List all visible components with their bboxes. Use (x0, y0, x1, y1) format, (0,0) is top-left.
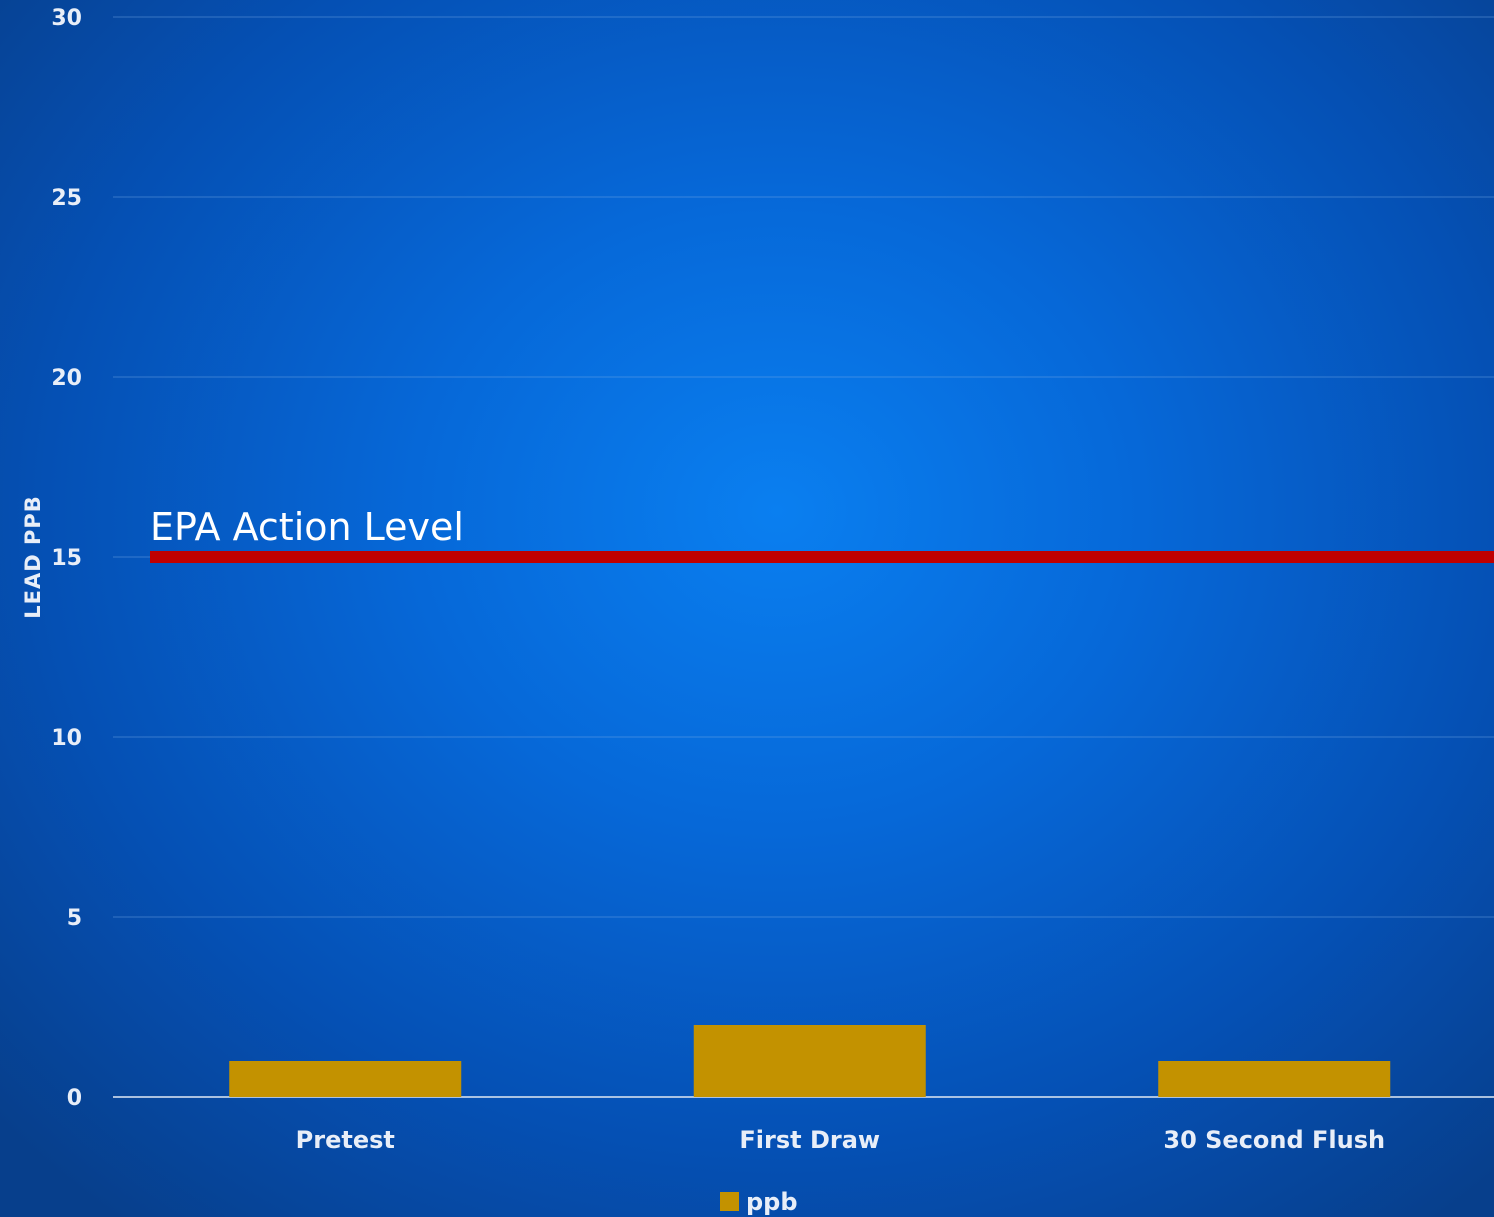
bar-series (229, 1025, 1391, 1097)
bar-pretest (229, 1061, 462, 1097)
gridlines (113, 16, 1494, 918)
y-tick-label: 0 (67, 1086, 82, 1111)
y-axis-title: LEAD PPB (21, 495, 45, 619)
epa-action-level-label: EPA Action Level (150, 505, 464, 549)
x-category-label: Pretest (296, 1126, 395, 1154)
x-category-label: 30 Second Flush (1163, 1126, 1385, 1154)
bar-30-second-flush (1158, 1061, 1391, 1097)
y-tick-label: 20 (51, 366, 82, 391)
reference-line-group: EPA Action Level (150, 505, 1494, 563)
bar-first-draw (693, 1025, 926, 1097)
y-tick-label: 25 (51, 186, 82, 211)
y-tick-label: 30 (51, 6, 82, 31)
y-tick-label: 5 (67, 906, 82, 931)
y-tick-label: 15 (51, 546, 82, 571)
y-tick-label: 10 (51, 726, 82, 751)
y-axis-ticks: 0 5 10 15 20 25 30 (51, 6, 82, 1111)
x-category-label: First Draw (739, 1126, 880, 1154)
legend-swatch (720, 1192, 739, 1211)
legend-label: ppb (746, 1188, 798, 1216)
legend: ppb (720, 1188, 798, 1216)
x-axis-categories: Pretest First Draw 30 Second Flush (296, 1126, 1385, 1154)
